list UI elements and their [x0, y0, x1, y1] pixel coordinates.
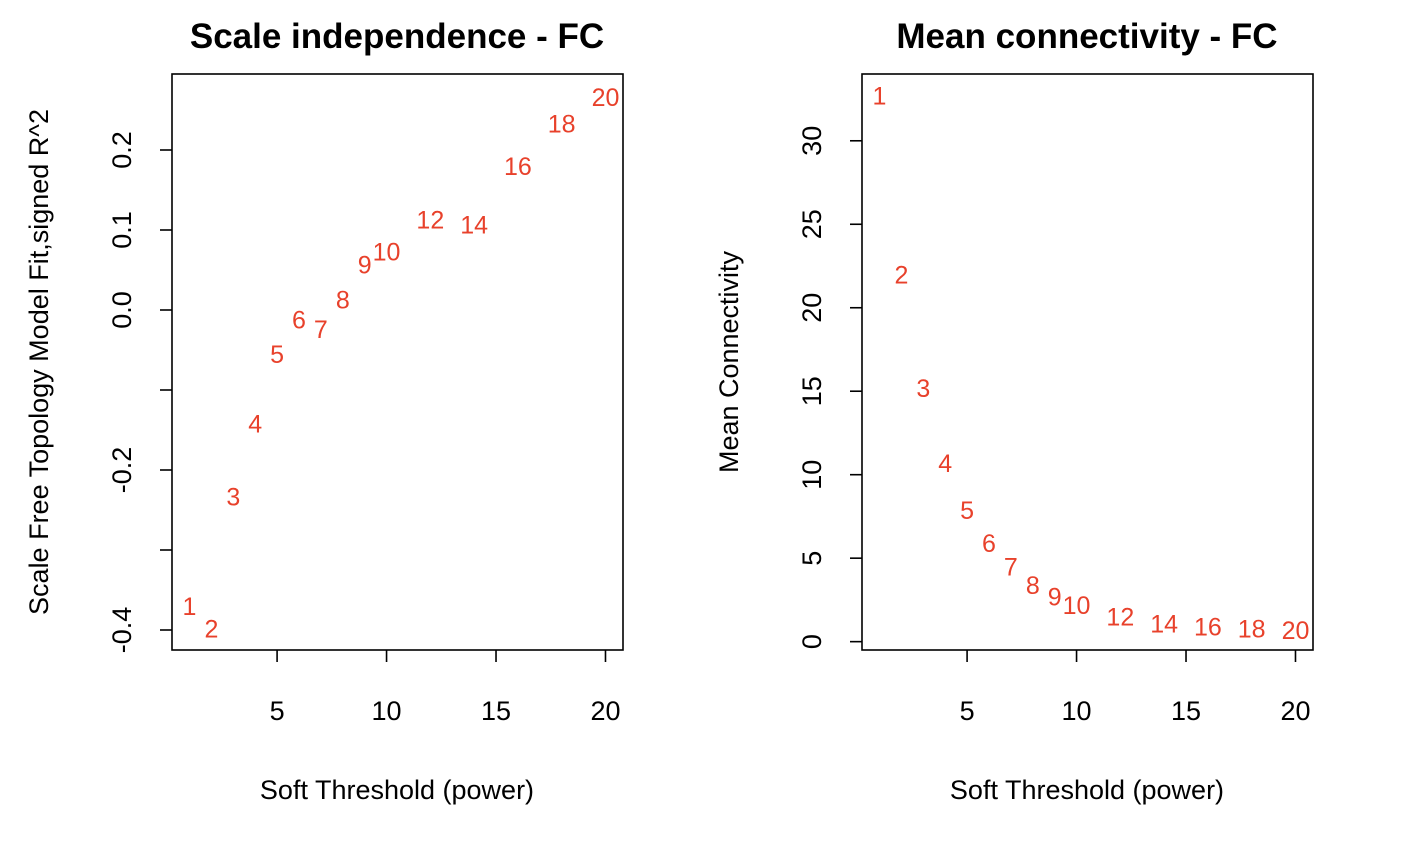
data-point-label: 5	[270, 341, 284, 369]
data-point-label: 7	[314, 316, 328, 344]
data-point-label: 1	[873, 83, 887, 111]
y-tick-label: -0.2	[107, 447, 137, 494]
data-point-label: 7	[1004, 554, 1018, 582]
y-tick-label: 5	[797, 551, 827, 566]
data-point-label: 12	[416, 207, 444, 235]
y-tick-label: 0.1	[107, 211, 137, 249]
data-point-label: 4	[248, 411, 262, 439]
chart-title: Scale independence - FC	[190, 17, 604, 56]
data-point-label: 3	[226, 483, 240, 511]
data-point-label: 14	[1150, 610, 1178, 638]
data-point-label: 2	[894, 261, 908, 289]
mean-connectivity-panel: Mean connectivity - FC 5 10 15 20 051015202…	[714, 17, 1314, 805]
data-point-label: 3	[916, 375, 930, 403]
y-tick-label: 10	[797, 460, 827, 490]
y-tick-label: 0	[797, 634, 827, 649]
plot-frame	[861, 73, 1314, 651]
y-axis-label: Scale Free Topology Model Fit,signed R^2	[24, 109, 54, 615]
y-axis: -0.4 -0.2 0.0 0.1 0.2	[107, 131, 172, 653]
plot-frame	[171, 73, 624, 651]
scale-independence-panel: Scale independence - FC 5 10 15 20 -0.4-0.2…	[24, 17, 624, 805]
x-tick-label: 20	[590, 696, 620, 726]
y-tick-label: 0.2	[107, 131, 137, 169]
y-axis: 0 5 10 15 20 25 30	[797, 126, 862, 649]
y-tick-label: 30	[797, 126, 827, 156]
data-point-label: 1	[183, 593, 197, 621]
y-axis-label: Mean Connectivity	[714, 250, 744, 473]
x-axis: 5 10 15 20	[960, 650, 1311, 726]
x-axis: 5 10 15 20	[270, 650, 621, 726]
data-point-label: 10	[373, 239, 401, 267]
x-tick-label: 10	[372, 696, 402, 726]
data-point-label: 20	[592, 84, 620, 112]
x-tick-label: 5	[270, 696, 285, 726]
y-tick-label: -0.4	[107, 607, 137, 654]
data-point-label: 18	[1238, 615, 1266, 643]
data-point-label: 12	[1106, 604, 1134, 632]
data-point-label: 14	[460, 211, 488, 239]
x-tick-label: 5	[960, 696, 975, 726]
x-tick-label: 20	[1280, 696, 1310, 726]
x-tick-label: 15	[481, 696, 511, 726]
x-tick-label: 15	[1171, 696, 1201, 726]
data-point-label: 10	[1063, 592, 1091, 620]
y-tick-label: 20	[797, 293, 827, 323]
data-point-label: 9	[1048, 584, 1062, 612]
y-tick-label: 0.0	[107, 291, 137, 329]
data-point-label: 5	[960, 497, 974, 525]
data-point-label: 18	[548, 111, 576, 139]
data-point-label: 2	[204, 615, 218, 643]
chart-title: Mean connectivity - FC	[896, 17, 1277, 56]
data-point-label: 6	[292, 307, 306, 335]
x-axis-label: Soft Threshold (power)	[950, 775, 1224, 805]
x-axis-label: Soft Threshold (power)	[260, 775, 534, 805]
data-point-label: 4	[938, 450, 952, 478]
y-tick-label: 15	[797, 376, 827, 406]
data-point-label: 16	[1194, 614, 1222, 642]
data-point-label: 8	[1026, 572, 1040, 600]
data-point-label: 20	[1282, 617, 1310, 645]
x-tick-label: 10	[1062, 696, 1092, 726]
y-tick-label: 25	[797, 209, 827, 239]
data-point-label: 8	[336, 287, 350, 315]
data-point-label: 9	[358, 251, 372, 279]
data-point-label: 16	[504, 153, 532, 181]
data-point-label: 6	[982, 530, 996, 558]
